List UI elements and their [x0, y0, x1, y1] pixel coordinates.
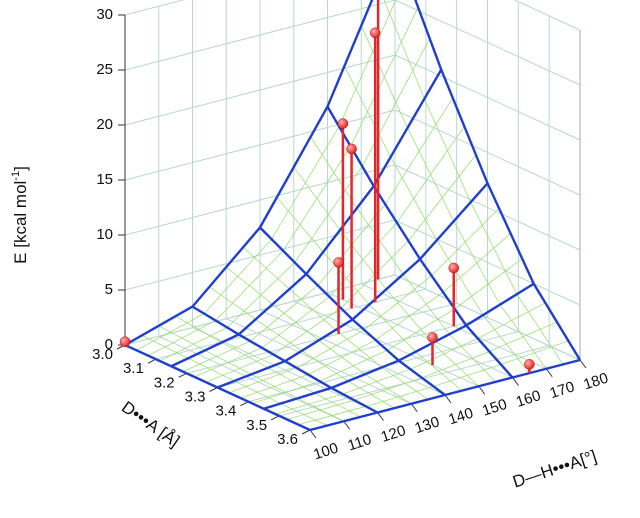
surface-line: [259, 226, 446, 396]
point: [119, 336, 131, 347]
tick-mark: [478, 385, 486, 395]
x-tick-label: 3.3: [185, 388, 206, 405]
x-tick-label: 3.6: [277, 431, 298, 448]
surface-line: [124, 343, 311, 432]
y-tick-label: 100: [311, 440, 340, 464]
tick-mark: [377, 412, 384, 421]
tick-mark: [343, 420, 351, 430]
z-tick-label: 25: [96, 61, 113, 78]
point: [346, 143, 357, 155]
z-axis-title-text: E [kcal mol: [11, 181, 30, 264]
y-tick-label: 170: [548, 378, 577, 402]
z-axis-title-end: ]: [11, 166, 30, 171]
tick-mark: [545, 368, 553, 378]
tick-mark: [309, 429, 317, 439]
x-tick-label: 3.5: [246, 417, 267, 434]
point: [333, 257, 344, 268]
point: [448, 262, 459, 274]
surface-mesh: [275, 302, 546, 415]
x-tick-label: 3.1: [123, 360, 144, 377]
z-tick-label: 5: [105, 281, 113, 298]
grid-line: [124, 0, 185, 16]
surface-mesh: [205, 154, 477, 383]
y-tick-label: 150: [480, 396, 509, 420]
x-tick-label: 3.2: [154, 374, 175, 391]
surface-line: [170, 69, 443, 368]
point: [524, 359, 535, 370]
surface-line: [326, 105, 514, 379]
point: [369, 27, 381, 39]
y-tick-label: 130: [413, 413, 442, 437]
tick-mark: [410, 403, 418, 413]
tick-mark: [512, 377, 519, 386]
y-tick-label: 120: [379, 422, 408, 446]
point: [337, 118, 349, 129]
z-axis-title: E [kcal mol-1]: [10, 166, 31, 264]
x-axis-title: D•••A [Å]: [118, 397, 183, 450]
grid-line: [155, 288, 426, 360]
x-tick-label: 3.0: [92, 346, 113, 363]
x-tick-label: 3.4: [215, 403, 236, 420]
surface-line: [191, 305, 379, 414]
surface-line: [414, 0, 582, 361]
y-tick-label: 160: [514, 387, 543, 411]
y-tick-label: 180: [581, 370, 610, 394]
tick-mark: [579, 359, 587, 369]
z-tick-label: 30: [96, 6, 113, 23]
z-tick-label: 0: [105, 336, 113, 353]
grid-line: [217, 317, 488, 388]
y-axis-title: D—H•••A[°]: [510, 447, 599, 492]
z-tick-label: 10: [96, 226, 113, 243]
surface-mesh: [252, 258, 523, 404]
y-tick-label: 140: [446, 405, 475, 429]
z-axis-title-sup: -1: [10, 171, 22, 181]
point: [427, 332, 438, 343]
surface-mesh: [194, 126, 465, 378]
tick-mark: [444, 394, 452, 404]
z-tick-label: 20: [96, 116, 113, 133]
y-tick-label: 110: [346, 431, 374, 455]
grid-line: [279, 345, 550, 417]
grid-line: [124, 274, 396, 346]
z-tick-label: 15: [96, 171, 113, 188]
surface-mesh: [182, 97, 454, 372]
